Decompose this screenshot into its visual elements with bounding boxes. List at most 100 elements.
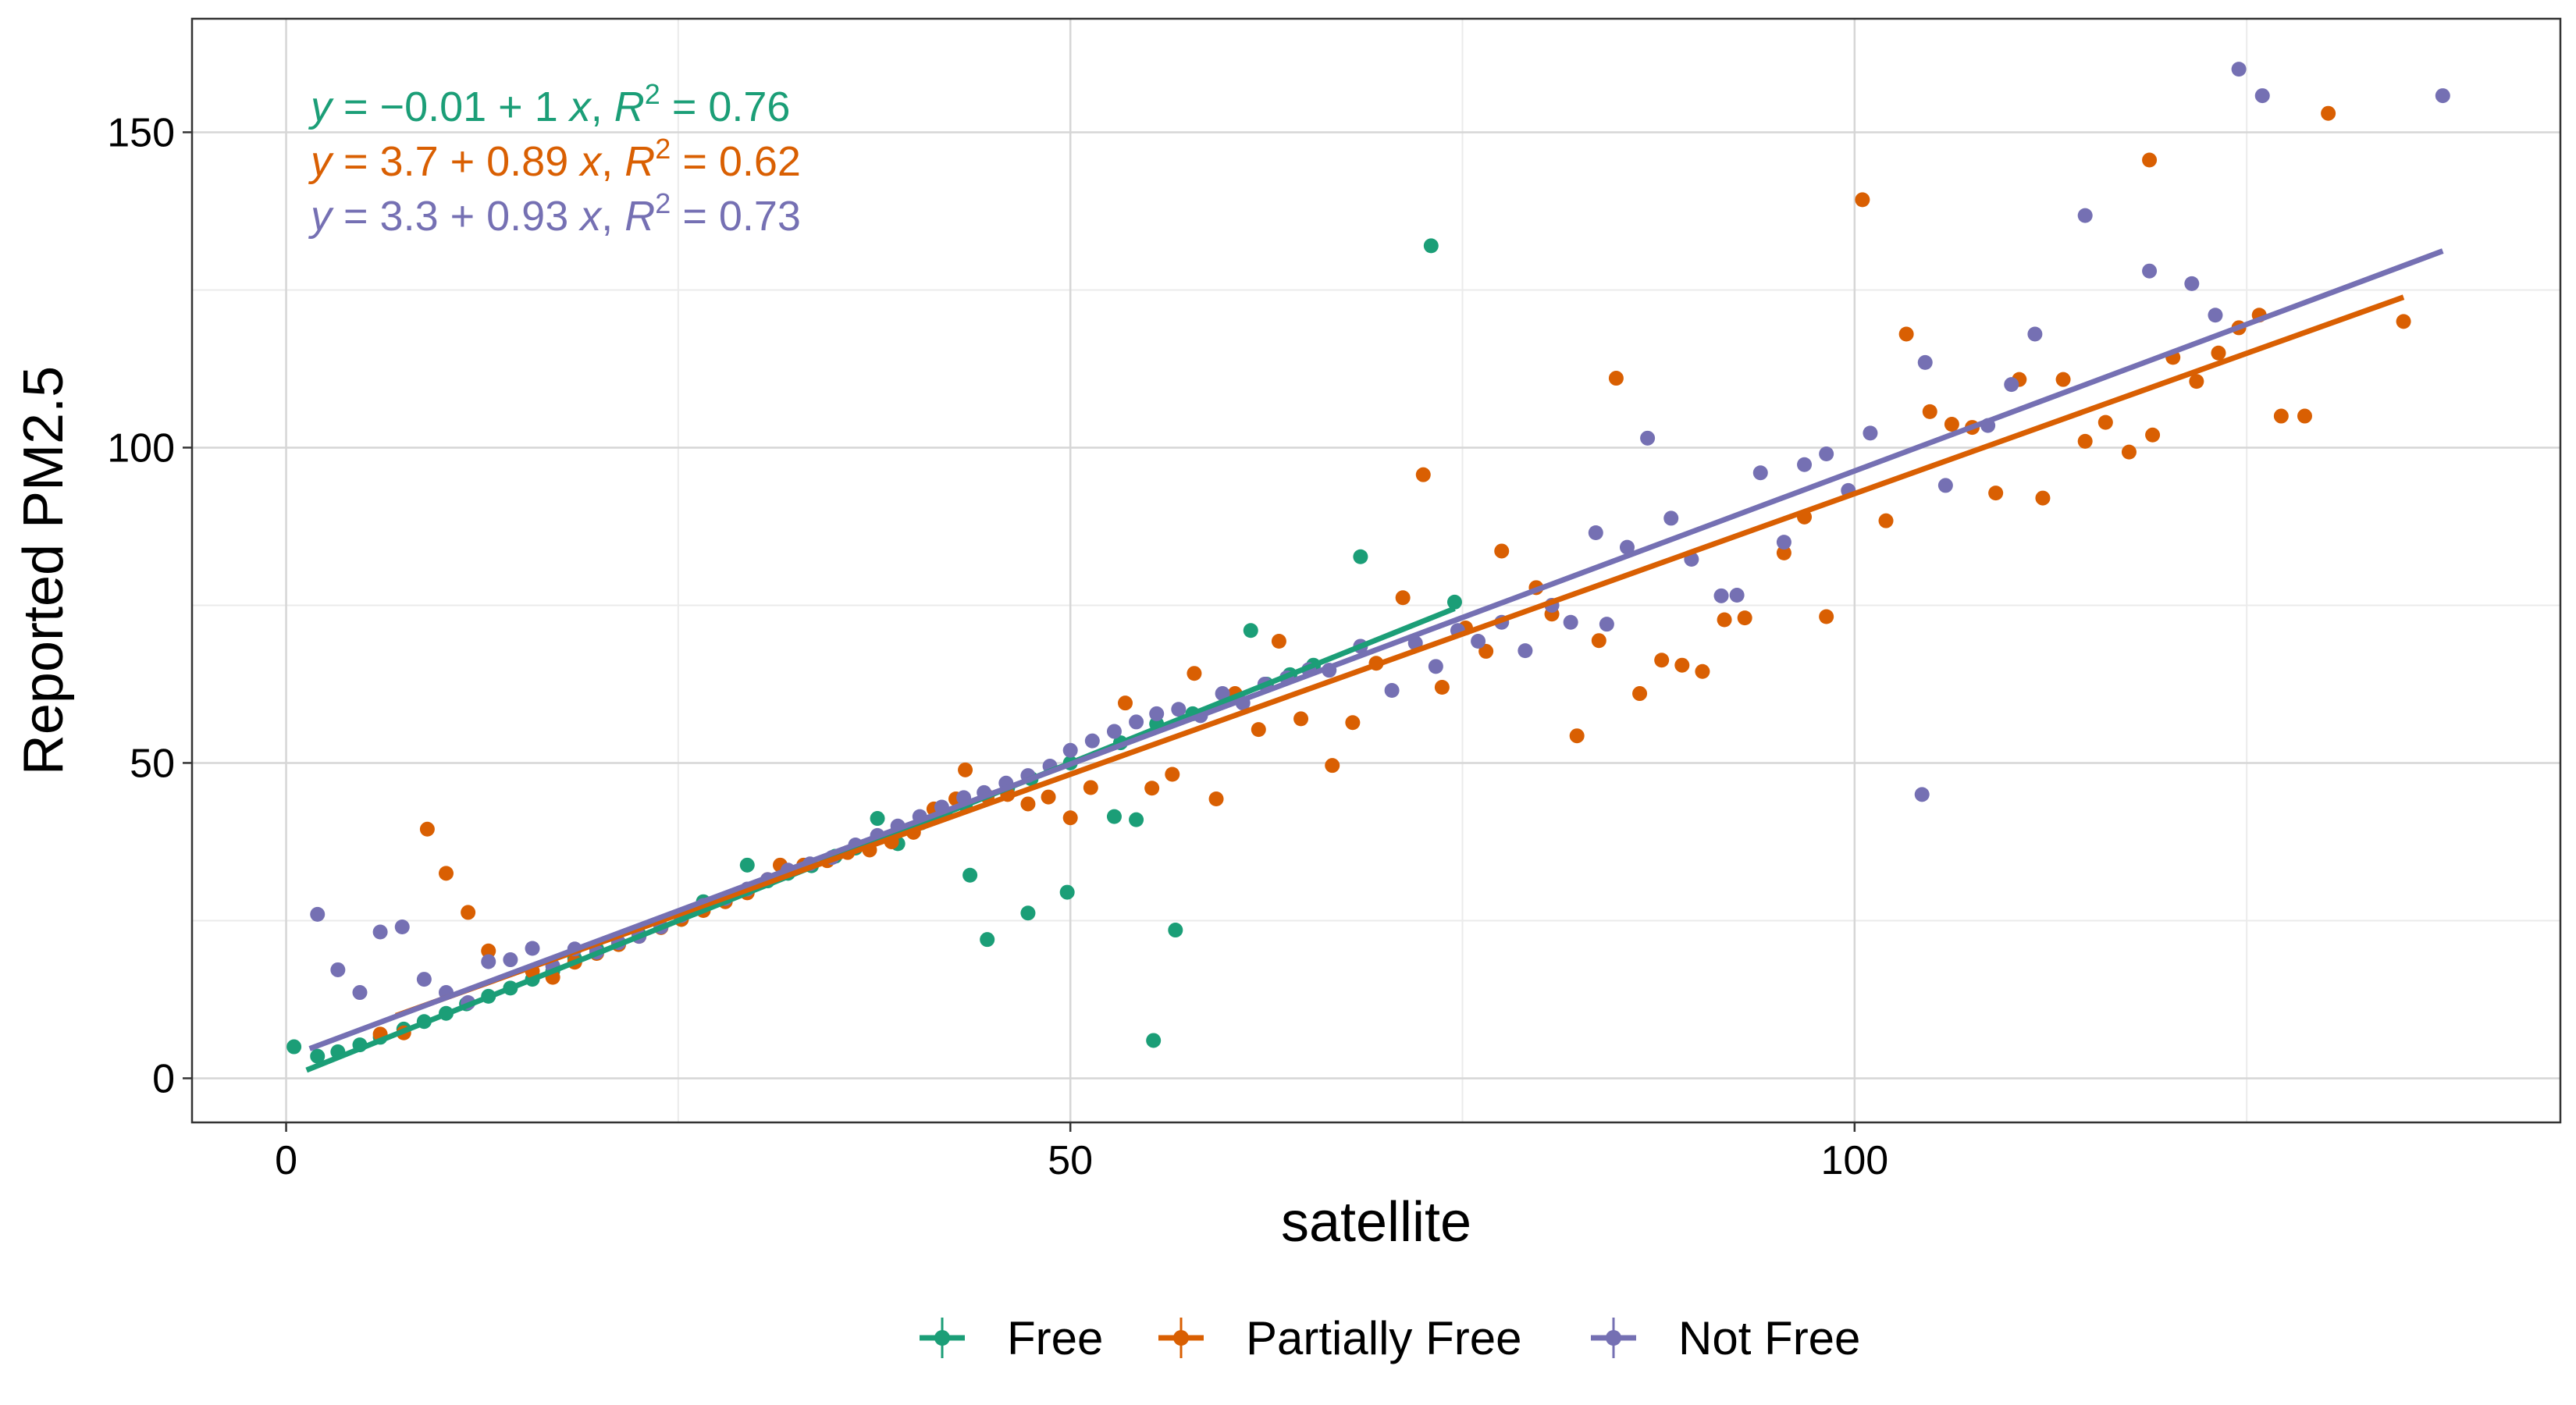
data-point — [1168, 923, 1183, 938]
regression-line — [395, 294, 2405, 1019]
data-point — [1737, 610, 1752, 626]
data-point — [1517, 643, 1533, 659]
data-point — [2027, 326, 2043, 342]
data-point — [1640, 430, 1656, 446]
data-point — [352, 985, 368, 1001]
data-point — [2142, 152, 2158, 168]
data-point — [503, 952, 518, 968]
data-point — [1423, 238, 1439, 254]
y-tick-label: 100 — [107, 425, 175, 471]
legend-key-point — [934, 1330, 950, 1346]
data-point — [2077, 433, 2093, 449]
regression-equations: y = −0.01 + 1 x, R2 = 0.76y = 3.7 + 0.89… — [308, 78, 801, 240]
data-point — [1020, 905, 1036, 921]
data-point — [2097, 414, 2113, 430]
data-point — [1129, 812, 1144, 827]
legend-label: Free — [1007, 1312, 1103, 1364]
data-point — [2435, 88, 2450, 104]
data-point — [2321, 105, 2336, 121]
y-tick-label: 0 — [152, 1056, 175, 1101]
data-point — [1251, 722, 1266, 738]
data-point — [1041, 789, 1056, 805]
data-point — [525, 941, 540, 956]
data-point — [2077, 208, 2093, 223]
data-point — [1863, 425, 1878, 441]
data-point — [330, 962, 346, 977]
data-point — [439, 866, 454, 881]
regression-equation: y = 3.3 + 0.93 x, R2 = 0.73 — [308, 187, 801, 240]
data-point — [1717, 612, 1732, 628]
data-point — [1944, 417, 1959, 432]
data-point — [2396, 314, 2411, 329]
data-point — [461, 905, 476, 920]
data-point — [2231, 62, 2247, 77]
data-point — [1878, 513, 1894, 528]
data-point — [1471, 633, 1486, 649]
data-point — [1478, 643, 1494, 659]
data-point — [2121, 444, 2137, 460]
legend-key-point — [1606, 1330, 1621, 1346]
data-point — [1797, 457, 1813, 472]
data-point — [2055, 372, 2071, 387]
data-point — [1898, 326, 1914, 342]
data-point — [1428, 659, 1443, 674]
plot-background — [192, 19, 2560, 1122]
data-point — [1713, 588, 1729, 603]
data-point — [1171, 702, 1187, 717]
data-point — [1729, 588, 1745, 603]
data-point — [310, 1048, 326, 1064]
data-point — [2254, 88, 2270, 104]
data-point — [310, 906, 326, 922]
data-point — [1819, 446, 1834, 462]
data-point — [962, 867, 978, 883]
data-point — [2145, 427, 2161, 443]
data-point — [1129, 714, 1144, 730]
data-point — [1776, 545, 1791, 560]
plot-border — [190, 17, 2562, 1124]
minor-gridlines — [192, 19, 2560, 1122]
data-point — [1988, 486, 2004, 501]
data-point — [1695, 663, 1710, 679]
data-point — [481, 954, 496, 969]
legend-label: Partially Free — [1246, 1312, 1521, 1364]
x-tick-label: 0 — [275, 1138, 297, 1183]
data-point — [1819, 609, 1834, 624]
data-point — [1208, 791, 1224, 806]
data-point — [1062, 810, 1078, 826]
data-point — [1588, 525, 1603, 541]
regression-equation: y = −0.01 + 1 x, R2 = 0.76 — [308, 78, 790, 130]
data-point — [1776, 535, 1791, 550]
data-point — [2035, 490, 2051, 506]
data-point — [1395, 590, 1411, 606]
data-point — [1243, 623, 1258, 638]
data-point — [416, 972, 432, 987]
data-point — [1020, 796, 1036, 812]
axis-ticks: 0 50 100 0 50 100 150 — [107, 110, 1888, 1183]
data-series — [286, 62, 2450, 1073]
legend-label: Not Free — [1678, 1312, 1860, 1364]
data-point — [1083, 780, 1098, 795]
data-point — [1855, 192, 1870, 208]
data-point — [1215, 686, 1230, 702]
data-point — [870, 811, 885, 827]
data-point — [2004, 377, 2019, 393]
data-point — [1325, 758, 1340, 774]
data-point — [286, 1039, 302, 1055]
data-point — [1084, 733, 1100, 749]
legend-key-point — [1173, 1330, 1189, 1346]
data-point — [481, 943, 496, 959]
data-point — [1415, 467, 1431, 482]
data-point — [1144, 781, 1160, 796]
y-tick-label: 50 — [130, 741, 175, 786]
data-point — [1106, 724, 1122, 739]
data-point — [1059, 884, 1075, 900]
data-point — [1187, 666, 1202, 681]
data-point — [1914, 787, 1930, 802]
data-point — [2142, 263, 2158, 279]
regression-line — [308, 248, 2444, 1051]
data-point — [1384, 683, 1400, 699]
data-point — [980, 932, 995, 948]
data-point — [739, 857, 755, 873]
data-point — [394, 919, 410, 935]
